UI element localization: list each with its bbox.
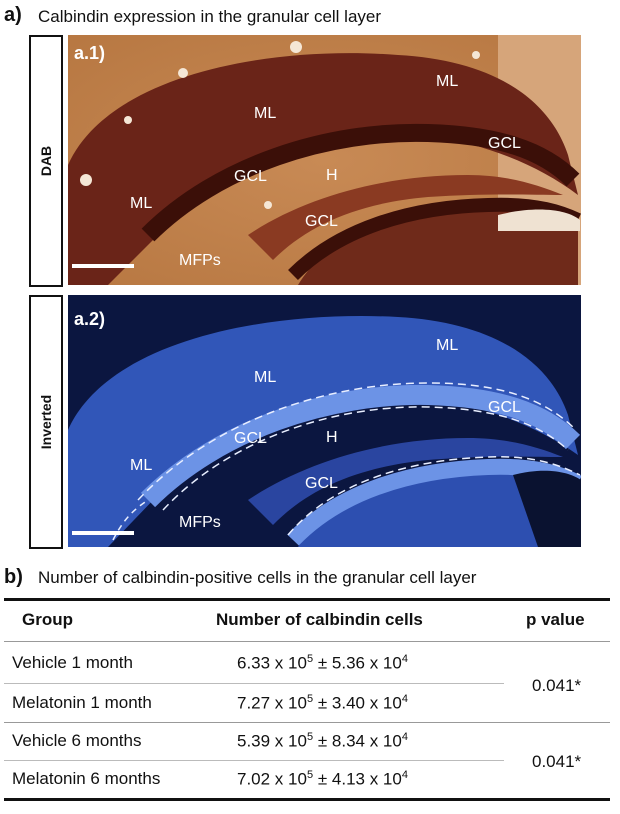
inverted-label-mfps: MFPs [179,514,221,531]
inverted-sub-label: a.2) [74,309,106,329]
table-top-rule [4,598,610,601]
header-count: Number of calbindin cells [216,610,423,629]
dab-label-box: DAB [29,35,63,287]
dab-label-gcl-2: GCL [234,168,267,185]
inverted-label-h: H [326,429,338,446]
header-p-value: p value [526,610,585,629]
inverted-label-gcl-1: GCL [488,399,521,416]
panel-a-letter: a) [4,4,22,26]
dab-label-ml-1: ML [436,73,459,90]
table-row-rule-2 [4,760,504,761]
table-row-rule-1 [4,683,504,684]
row-3-group: Vehicle 6 months [12,731,142,750]
inverted-label-box: Inverted [29,295,63,549]
row-1-group: Vehicle 1 month [12,653,133,672]
inverted-label-gcl-2: GCL [234,430,267,447]
p-value-1-month: 0.041* [532,676,582,695]
dab-label-gcl-3: GCL [305,213,338,230]
dab-label-h: H [326,167,338,184]
inverted-label-ml-2: ML [254,369,277,386]
table-bottom-rule [4,798,610,801]
row-2-group: Melatonin 1 month [12,693,152,712]
dab-scale-bar [72,264,134,268]
row-4-group: Melatonin 6 months [12,769,161,788]
dab-label-ml-2: ML [254,105,277,122]
inverted-side-label: Inverted [38,394,54,450]
panel-b-letter: b) [4,566,23,588]
dab-side-label: DAB [38,145,54,177]
dab-micrograph: a.1) ML ML ML GCL GCL H GCL MFPs [68,35,581,285]
p-value-6-months: 0.041* [532,752,582,771]
inverted-label-ml-3: ML [130,457,153,474]
row-2-value: 7.27 x 105 ± 3.40 x 104 [237,693,408,713]
panel-a-title: Calbindin expression in the granular cel… [38,7,382,26]
inverted-label-gcl-3: GCL [305,475,338,492]
dab-label-ml-3: ML [130,195,153,212]
header-group: Group [22,610,73,629]
row-3-value: 5.39 x 105 ± 8.34 x 104 [237,731,408,751]
dab-sub-label: a.1) [74,43,106,63]
panel-b-title: Number of calbindin-positive cells in th… [38,568,477,587]
table-group-rule [4,722,610,723]
inverted-scale-bar [72,531,134,535]
row-4-value: 7.02 x 105 ± 4.13 x 104 [237,769,408,789]
row-1-value: 6.33 x 105 ± 5.36 x 104 [237,653,408,673]
inverted-label-ml-1: ML [436,337,459,354]
inverted-micrograph: a.2) ML ML ML GCL GCL H GCL MFPs [68,295,581,547]
dab-label-gcl-1: GCL [488,135,521,152]
dab-label-mfps: MFPs [179,252,221,269]
table-header-rule [4,641,610,642]
